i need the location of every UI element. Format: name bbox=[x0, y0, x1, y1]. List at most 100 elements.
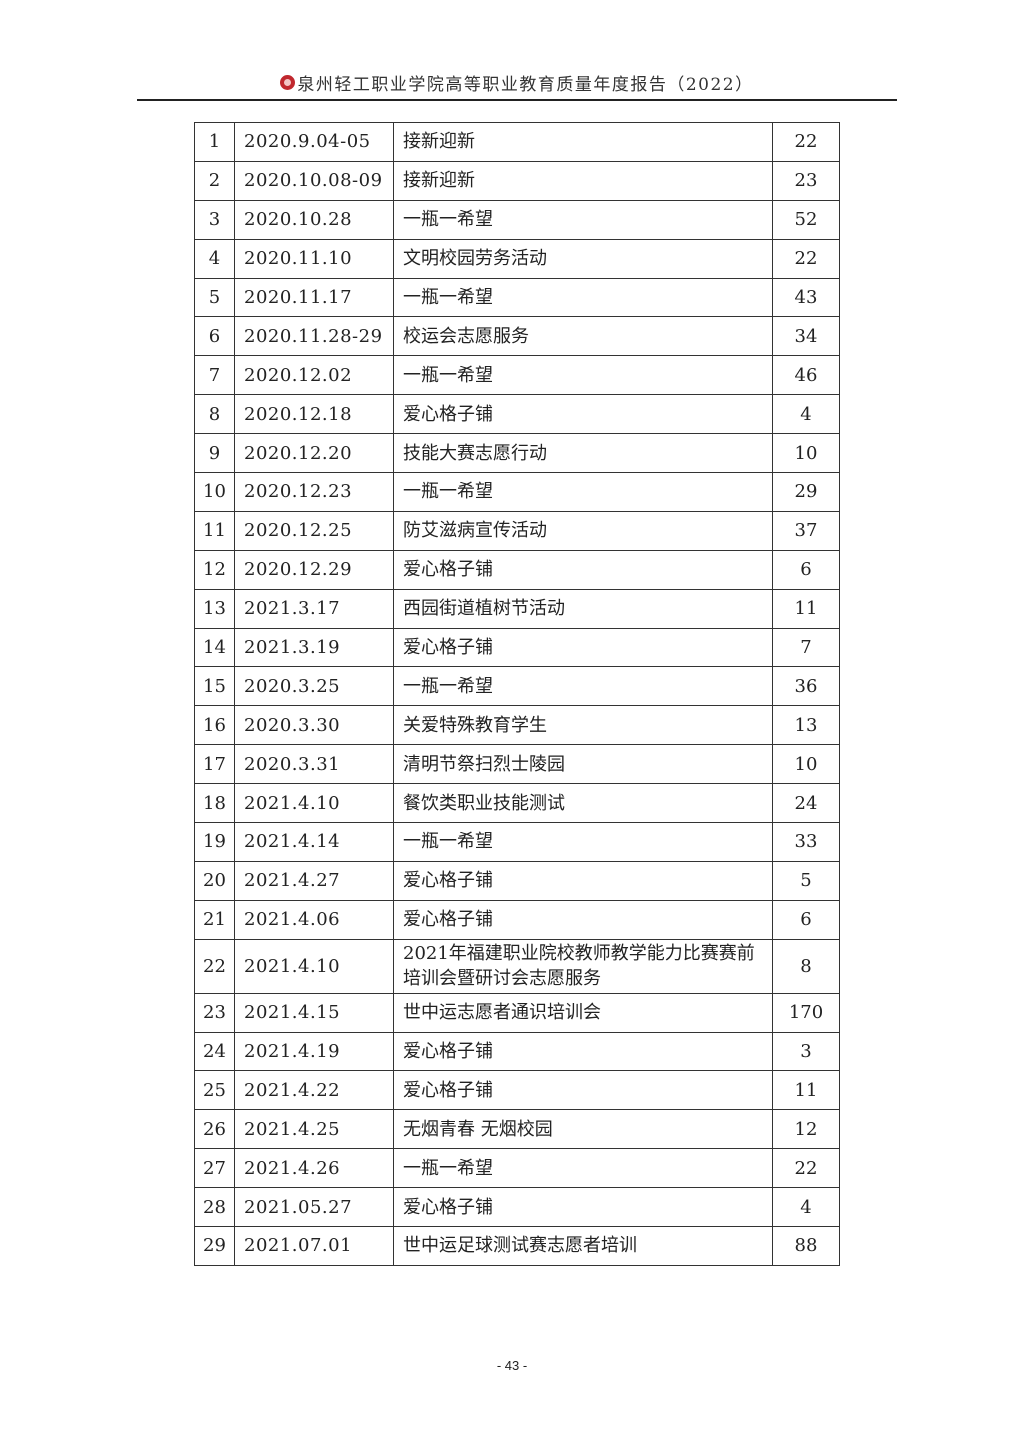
row-number: 19 bbox=[194, 822, 235, 862]
participant-count: 52 bbox=[772, 199, 840, 240]
activity-date: 2020.3.25 bbox=[234, 666, 394, 707]
page-header: 泉州轻工职业学院高等职业教育质量年度报告（2022） bbox=[137, 70, 897, 101]
participant-count: 11 bbox=[772, 1070, 840, 1111]
participant-count: 6 bbox=[772, 899, 840, 940]
activity-name: 一瓶一希望 bbox=[393, 666, 773, 707]
participant-count: 11 bbox=[772, 588, 840, 629]
activity-name: 2021年福建职业院校教师教学能力比赛赛前培训会暨研讨会志愿服务 bbox=[393, 938, 773, 994]
activity-date: 2021.4.25 bbox=[234, 1109, 394, 1150]
activity-date: 2020.3.31 bbox=[234, 744, 394, 785]
table-row: 11 2020.12.25 防艾滋病宣传活动 37 bbox=[194, 510, 840, 551]
activity-date: 2021.4.22 bbox=[234, 1070, 394, 1111]
participant-count: 33 bbox=[772, 822, 840, 862]
row-number: 29 bbox=[194, 1226, 235, 1266]
participant-count: 10 bbox=[772, 433, 840, 474]
row-number: 22 bbox=[194, 938, 235, 994]
activity-name: 爱心格子铺 bbox=[393, 627, 773, 668]
activity-date: 2020.12.18 bbox=[234, 394, 394, 435]
participant-count: 4 bbox=[772, 1187, 840, 1228]
row-number: 17 bbox=[194, 744, 235, 785]
college-logo-icon bbox=[280, 75, 296, 90]
participant-count: 13 bbox=[772, 705, 840, 746]
table-row: 6 2020.11.28-29 校运会志愿服务 34 bbox=[194, 316, 840, 357]
row-number: 8 bbox=[194, 394, 235, 435]
activity-date: 2020.12.25 bbox=[234, 510, 394, 551]
row-number: 1 bbox=[194, 122, 235, 162]
row-number: 5 bbox=[194, 277, 235, 318]
activity-name: 接新迎新 bbox=[393, 160, 773, 201]
table-row: 16 2020.3.30 关爱特殊教育学生 13 bbox=[194, 705, 840, 746]
table-row: 4 2020.11.10 文明校园劳务活动 22 bbox=[194, 238, 840, 279]
participant-count: 22 bbox=[772, 122, 840, 162]
row-number: 12 bbox=[194, 549, 235, 590]
participant-count: 3 bbox=[772, 1031, 840, 1072]
table-row: 1 2020.9.04-05 接新迎新 22 bbox=[194, 122, 840, 162]
row-number: 18 bbox=[194, 783, 235, 824]
table-row: 24 2021.4.19 爱心格子铺 3 bbox=[194, 1031, 840, 1072]
activity-date: 2021.05.27 bbox=[234, 1187, 394, 1228]
row-number: 26 bbox=[194, 1109, 235, 1150]
activity-date: 2021.3.17 bbox=[234, 588, 394, 629]
activity-name: 世中运志愿者通识培训会 bbox=[393, 992, 773, 1033]
table-row: 12 2020.12.29 爱心格子铺 6 bbox=[194, 549, 840, 590]
activity-name: 爱心格子铺 bbox=[393, 549, 773, 590]
table-row: 7 2020.12.02 一瓶一希望 46 bbox=[194, 355, 840, 396]
row-number: 10 bbox=[194, 472, 235, 512]
activity-name: 一瓶一希望 bbox=[393, 199, 773, 240]
activity-date: 2021.4.06 bbox=[234, 899, 394, 940]
row-number: 20 bbox=[194, 860, 235, 901]
table-row: 21 2021.4.06 爱心格子铺 6 bbox=[194, 899, 840, 940]
row-number: 6 bbox=[194, 316, 235, 357]
row-number: 21 bbox=[194, 899, 235, 940]
row-number: 4 bbox=[194, 238, 235, 279]
activity-name: 防艾滋病宣传活动 bbox=[393, 510, 773, 551]
row-number: 9 bbox=[194, 433, 235, 474]
table-row: 5 2020.11.17 一瓶一希望 43 bbox=[194, 277, 840, 318]
activity-date: 2020.10.08-09 bbox=[234, 160, 394, 201]
row-number: 27 bbox=[194, 1148, 235, 1189]
table-row: 20 2021.4.27 爱心格子铺 5 bbox=[194, 860, 840, 901]
activity-name: 西园街道植树节活动 bbox=[393, 588, 773, 629]
activity-name: 一瓶一希望 bbox=[393, 822, 773, 862]
row-number: 13 bbox=[194, 588, 235, 629]
activity-date: 2020.12.23 bbox=[234, 472, 394, 512]
activity-date: 2020.12.29 bbox=[234, 549, 394, 590]
row-number: 2 bbox=[194, 160, 235, 201]
row-number: 24 bbox=[194, 1031, 235, 1072]
activity-date: 2020.11.17 bbox=[234, 277, 394, 318]
activity-date: 2021.4.27 bbox=[234, 860, 394, 901]
table-row: 26 2021.4.25 无烟青春 无烟校园 12 bbox=[194, 1109, 840, 1150]
participant-count: 12 bbox=[772, 1109, 840, 1150]
activity-name: 一瓶一希望 bbox=[393, 472, 773, 512]
activity-name: 爱心格子铺 bbox=[393, 1187, 773, 1228]
row-number: 11 bbox=[194, 510, 235, 551]
row-number: 3 bbox=[194, 199, 235, 240]
participant-count: 24 bbox=[772, 783, 840, 824]
activity-name: 清明节祭扫烈士陵园 bbox=[393, 744, 773, 785]
activity-name: 爱心格子铺 bbox=[393, 1070, 773, 1111]
table-row: 25 2021.4.22 爱心格子铺 11 bbox=[194, 1070, 840, 1111]
participant-count: 5 bbox=[772, 860, 840, 901]
activity-name: 技能大赛志愿行动 bbox=[393, 433, 773, 474]
activity-name: 爱心格子铺 bbox=[393, 860, 773, 901]
table-row: 10 2020.12.23 一瓶一希望 29 bbox=[194, 472, 840, 512]
row-number: 15 bbox=[194, 666, 235, 707]
activity-name: 一瓶一希望 bbox=[393, 355, 773, 396]
activity-name: 爱心格子铺 bbox=[393, 394, 773, 435]
activity-date: 2021.4.15 bbox=[234, 992, 394, 1033]
activity-date: 2021.3.19 bbox=[234, 627, 394, 668]
participant-count: 23 bbox=[772, 160, 840, 201]
header-title: 泉州轻工职业学院高等职业教育质量年度报告（2022） bbox=[297, 75, 754, 95]
activity-date: 2020.3.30 bbox=[234, 705, 394, 746]
activity-date: 2020.10.28 bbox=[234, 199, 394, 240]
activity-name: 世中运足球测试赛志愿者培训 bbox=[393, 1226, 773, 1266]
table-row: 2 2020.10.08-09 接新迎新 23 bbox=[194, 160, 840, 201]
participant-count: 6 bbox=[772, 549, 840, 590]
activity-name: 餐饮类职业技能测试 bbox=[393, 783, 773, 824]
table-row: 13 2021.3.17 西园街道植树节活动 11 bbox=[194, 588, 840, 629]
table-row: 23 2021.4.15 世中运志愿者通识培训会 170 bbox=[194, 992, 840, 1033]
participant-count: 36 bbox=[772, 666, 840, 707]
participant-count: 43 bbox=[772, 277, 840, 318]
activity-date: 2021.07.01 bbox=[234, 1226, 394, 1266]
table-row: 27 2021.4.26 一瓶一希望 22 bbox=[194, 1148, 840, 1189]
